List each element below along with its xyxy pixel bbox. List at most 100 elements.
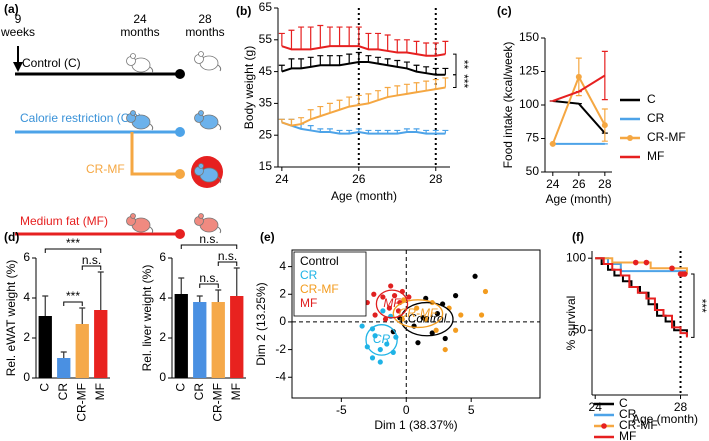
y-tick-label: 25 [259,127,273,141]
group-end [175,229,185,239]
error-bar [298,26,305,50]
mouse-icon [126,53,154,74]
error-bar [196,295,203,302]
error-bar [394,85,401,96]
error-bar [233,267,240,296]
significance-label: *** [66,289,80,303]
point [453,327,459,333]
diagram: (a) 9 weeks 24 months 28 months Control (C)… [0,2,225,239]
panel-label: (d) [4,230,19,244]
mouse-icon [194,213,222,234]
x-tick-label: 28 [429,172,443,186]
error-bar [413,64,420,72]
significance-bracket [453,53,457,76]
x-tick-label: C [37,383,51,392]
point [549,140,556,147]
bar [211,302,225,378]
error-bar [432,67,439,75]
error-bar [403,39,410,53]
point [575,73,582,80]
y-tick-label: 45 [259,64,273,78]
group-end [175,127,185,137]
panel-label: (f) [572,230,584,244]
series [278,51,449,76]
series-line [281,61,446,76]
error-bar [215,289,222,302]
error-bar [97,271,104,310]
point [386,305,392,311]
censor-mark [643,259,650,266]
error-bar [403,61,410,69]
error-bar [278,64,285,72]
bar [75,324,89,378]
point [390,329,396,335]
y-tick-label: 50 [526,164,540,178]
error-bar [326,55,333,66]
significance-label: ** [457,60,471,70]
bar [57,358,71,378]
series [278,77,449,127]
error-bar [60,351,67,358]
y-tick-label: 4 [159,290,166,304]
group-label: Medium fat (MF) [20,214,108,228]
significance-label: *** [457,74,471,88]
error-bar [307,26,314,50]
error-bar [355,94,362,105]
x-tick-label: 26 [352,172,366,186]
error-bar [423,66,430,74]
point [406,294,412,300]
plot-frame [291,249,541,399]
legend-label: CR-MF [300,282,339,296]
survival-curve [595,257,688,338]
x-tick-label: 28 [598,177,612,191]
point [429,330,435,336]
error-bar [365,32,372,50]
legend-label: C [619,396,628,410]
legend-marker [627,135,633,141]
series-line [281,45,446,57]
x-axis-label: Dim 1 (38.37%) [374,418,457,432]
group-end [175,169,185,179]
censor-mark [669,265,675,272]
significance-label: n.s. [82,253,101,267]
time-label: 28 months [185,12,224,39]
point [442,346,448,353]
point [377,359,383,365]
legend-marker [601,423,607,429]
start-label: 9 weeks [0,12,35,39]
series [549,57,608,147]
y-tick-label: 6 [23,250,30,264]
error-bar [79,307,86,324]
error-bar [307,109,314,120]
x-tick-label: -5 [336,403,347,417]
x-axis-label: Age (month) [331,189,397,203]
point [391,293,398,299]
survival-curve [595,257,688,336]
x-tick-label: 24 [546,177,560,191]
error-bar [326,102,333,113]
y-tick-label: 6 [159,250,166,264]
censor-mark [632,259,639,266]
error-bar [384,58,391,66]
error-bar [288,58,295,69]
point [380,308,386,314]
error-bar [307,56,314,67]
group-line [130,132,180,176]
significance-label: n.s. [199,232,218,246]
bar [174,294,188,378]
y-tick-label: 65 [259,0,273,14]
legend-label: CR [619,407,637,421]
legend-box [293,251,367,317]
point [377,346,383,353]
point [423,316,429,322]
series-line [552,74,606,102]
error-bar [278,118,285,123]
time-label: 24 months [120,12,159,39]
legend-label: Control [300,254,339,268]
y-tick-label: 4 [23,290,30,304]
y-tick-label: 50 [573,322,587,336]
error-bar [346,53,353,64]
point [384,341,390,347]
error-bar [413,40,420,55]
